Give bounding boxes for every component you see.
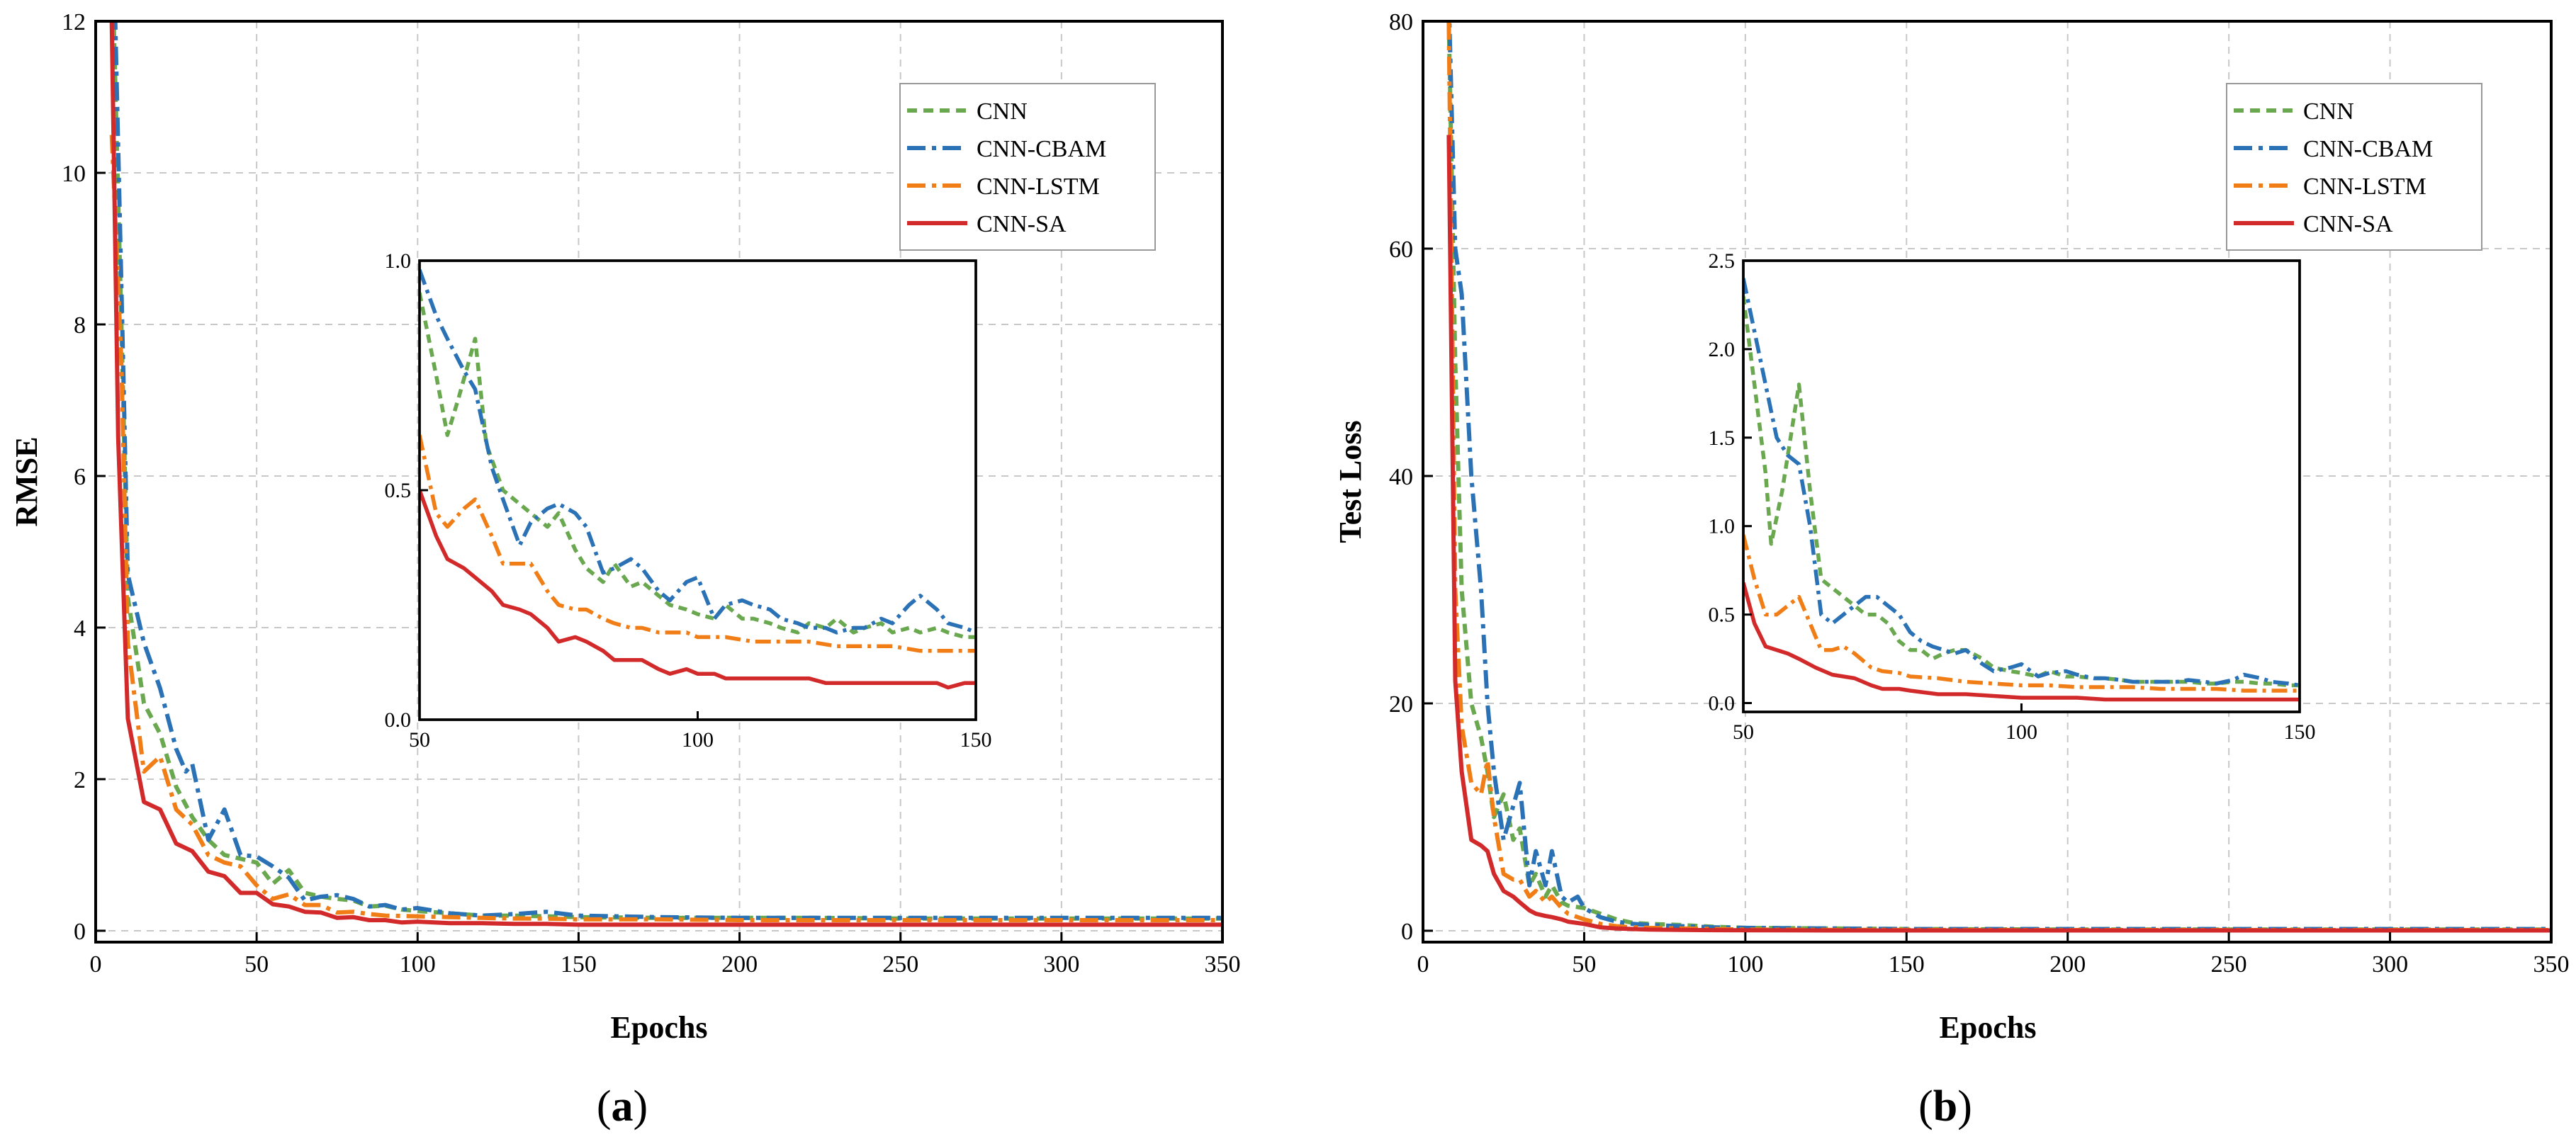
legend-label-cnn-cbam: CNN-CBAM xyxy=(2303,136,2433,162)
x-tick-label: 350 xyxy=(1205,951,1241,978)
x-tick-label: 250 xyxy=(882,951,918,978)
inset-x-tick-label: 100 xyxy=(682,728,714,752)
inset-x-ticks-a: 50 100 150 xyxy=(409,711,992,752)
x-tick-label: 250 xyxy=(2211,951,2247,978)
inset-y-tick-label: 2.5 xyxy=(1709,249,1736,273)
legend-label-cnn-sa: CNN-SA xyxy=(977,211,1067,237)
y-ticks-b: 0 20 40 60 80 xyxy=(1389,9,1433,945)
inset-y-tick-label: 0.5 xyxy=(1709,604,1736,627)
y-tick-label: 2 xyxy=(74,767,86,793)
plot-frame-b xyxy=(1422,20,2553,944)
y-tick-label: 60 xyxy=(1389,237,1413,263)
x-tick-label: 200 xyxy=(721,951,758,978)
inset-y-tick-label: 0.0 xyxy=(1709,692,1736,715)
legend-label-cnn-lstm: CNN-LSTM xyxy=(977,174,1100,200)
series-line-cnn-sa xyxy=(109,21,1222,927)
inset-y-ticks-b: 0.0 0.5 1.0 1.5 2.0 2.5 xyxy=(1709,249,1752,715)
inset-series-line-cnn xyxy=(420,292,976,640)
x-tick-label: 200 xyxy=(2049,951,2086,978)
x-ticks-b: 0 50 100 150 200 250 300 350 xyxy=(1417,932,2570,978)
x-tick-label: 150 xyxy=(1889,951,1925,978)
inset-y-ticks-a: 0.0 0.5 1.0 xyxy=(385,249,428,732)
plot-frame-a xyxy=(94,20,1224,944)
inset-y-tick-label: 0.0 xyxy=(385,708,412,732)
y-tick-label: 8 xyxy=(74,312,86,339)
inset-frame-a xyxy=(418,259,977,721)
inset-x-tick-label: 50 xyxy=(1733,720,1754,744)
legend-entries-a: CNN CNN-CBAM CNN-LSTM CNN-SA xyxy=(907,98,1106,237)
x-tick-label: 50 xyxy=(244,951,269,978)
y-axis-title-a: RMSE xyxy=(9,436,44,526)
y-ticks-a: 0 2 4 6 8 10 12 xyxy=(62,9,106,945)
panel-label-b: (b) xyxy=(1918,1082,1972,1131)
x-tick-label: 300 xyxy=(2372,951,2408,978)
inset-x-tick-label: 150 xyxy=(2284,720,2316,744)
inset-x-tick-label: 150 xyxy=(960,728,992,752)
x-tick-label: 100 xyxy=(400,951,436,978)
inset-x-tick-label: 50 xyxy=(409,728,430,752)
x-tick-label: 100 xyxy=(1727,951,1763,978)
y-tick-label: 40 xyxy=(1389,464,1413,490)
legend-label-cnn-cbam: CNN-CBAM xyxy=(977,136,1106,162)
inset-x-ticks-b: 50 100 150 xyxy=(1733,703,2316,744)
legend-label-cnn-lstm: CNN-LSTM xyxy=(2303,174,2426,200)
y-tick-label: 10 xyxy=(62,161,86,187)
legend-b: CNN CNN-CBAM CNN-LSTM CNN-SA xyxy=(2226,83,2482,251)
inset-a: 50 100 150 0.0 0.5 1.0 xyxy=(385,249,992,752)
inset-series-line-cnn-cbam xyxy=(420,269,976,635)
x-tick-label: 50 xyxy=(1572,951,1596,978)
inset-y-tick-label: 1.0 xyxy=(385,249,412,273)
inset-b: 50 100 150 0.0 0.5 1.0 1.5 2.0 2.5 xyxy=(1709,249,2316,744)
y-axis-title-b: Test Loss xyxy=(1333,420,1368,543)
x-tick-label: 350 xyxy=(2533,951,2570,978)
series-a xyxy=(109,21,1222,927)
series-line-cnn-cbam xyxy=(113,21,1222,920)
inset-series-a xyxy=(420,269,976,690)
y-tick-label: 4 xyxy=(74,616,86,642)
legend-entries-b: CNN CNN-CBAM CNN-LSTM CNN-SA xyxy=(2234,98,2433,237)
x-tick-label: 0 xyxy=(1417,951,1429,978)
y-tick-label: 6 xyxy=(74,464,86,490)
panel-b: 0 50 100 150 200 250 300 350 0 20 40 60 80 Epochs T… xyxy=(1333,9,2570,1045)
x-tick-label: 300 xyxy=(1043,951,1079,978)
inset-y-tick-label: 2.0 xyxy=(1709,338,1736,361)
legend-a: CNN CNN-CBAM CNN-LSTM CNN-SA xyxy=(899,83,1156,251)
inset-series-line-cnn-cbam xyxy=(1743,278,2300,688)
series-line-cnn-lstm xyxy=(109,135,1222,922)
legend-label-cnn-sa: CNN-SA xyxy=(2303,211,2393,237)
inset-series-line-cnn-sa xyxy=(420,489,976,690)
inset-y-tick-label: 1.0 xyxy=(1709,515,1736,538)
x-tick-label: 0 xyxy=(90,951,102,978)
x-axis-title-a: Epochs xyxy=(611,1010,708,1045)
legend-label-cnn: CNN xyxy=(2303,98,2354,125)
inset-y-tick-label: 0.5 xyxy=(385,479,412,502)
y-tick-label: 20 xyxy=(1389,691,1413,718)
y-tick-label: 0 xyxy=(74,919,86,945)
inset-series-line-cnn-lstm xyxy=(420,434,976,653)
inset-y-tick-label: 1.5 xyxy=(1709,426,1736,450)
panel-label-a: (a) xyxy=(597,1082,648,1131)
y-tick-label: 12 xyxy=(62,9,86,35)
x-tick-label: 150 xyxy=(561,951,597,978)
legend-label-cnn: CNN xyxy=(977,98,1028,125)
inset-series-line-cnn-sa xyxy=(1743,582,2300,702)
panel-a: 0 50 100 150 200 250 300 350 0 2 4 6 8 10 12 Epochs R… xyxy=(9,9,1241,1045)
series-b xyxy=(1446,21,2551,933)
x-axis-title-b: Epochs xyxy=(1940,1010,2037,1045)
x-ticks-a: 0 50 100 150 200 250 300 350 xyxy=(90,932,1241,978)
inset-x-tick-label: 100 xyxy=(2006,720,2037,744)
y-tick-label: 80 xyxy=(1389,9,1413,35)
inset-frame-b xyxy=(1742,259,2301,713)
series-line-cnn-sa xyxy=(1446,135,2551,933)
y-tick-label: 0 xyxy=(1401,919,1413,945)
inset-series-b xyxy=(1743,278,2300,702)
inset-series-line-cnn-lstm xyxy=(1743,534,2300,693)
